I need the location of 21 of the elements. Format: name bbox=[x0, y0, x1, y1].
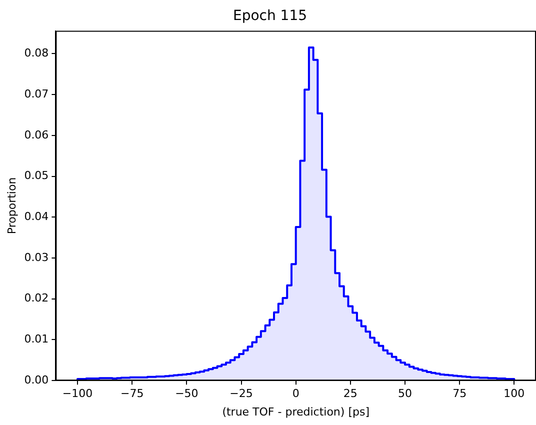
y-tick-label: 0.01 bbox=[24, 332, 49, 346]
y-tick-label: 0.05 bbox=[24, 169, 49, 182]
x-tick-label: 25 bbox=[343, 387, 358, 400]
y-tick-label: 0.03 bbox=[24, 250, 49, 264]
x-tick-label: 75 bbox=[452, 387, 467, 400]
x-tick-label: −50 bbox=[175, 387, 198, 400]
x-tick-label: −100 bbox=[62, 387, 93, 400]
x-tick-label: −75 bbox=[120, 387, 144, 400]
x-tick-label: −25 bbox=[230, 387, 253, 400]
x-tick-label: 50 bbox=[398, 387, 412, 400]
y-tick-label: 0.00 bbox=[24, 373, 49, 386]
x-axis-title: (true TOF - prediction) [ps] bbox=[222, 405, 370, 418]
x-tick-label: 100 bbox=[504, 387, 525, 400]
chart-title: Epoch 115 bbox=[232, 8, 308, 24]
y-tick-label: 0.08 bbox=[24, 46, 49, 60]
y-tick-label: 0.06 bbox=[24, 128, 49, 142]
y-tick-label: 0.07 bbox=[24, 87, 49, 100]
y-tick-label: 0.02 bbox=[24, 292, 49, 305]
y-axis-title: Proportion bbox=[5, 177, 18, 234]
y-tick-label: 0.04 bbox=[24, 210, 49, 223]
x-tick-label: 0 bbox=[292, 387, 300, 400]
